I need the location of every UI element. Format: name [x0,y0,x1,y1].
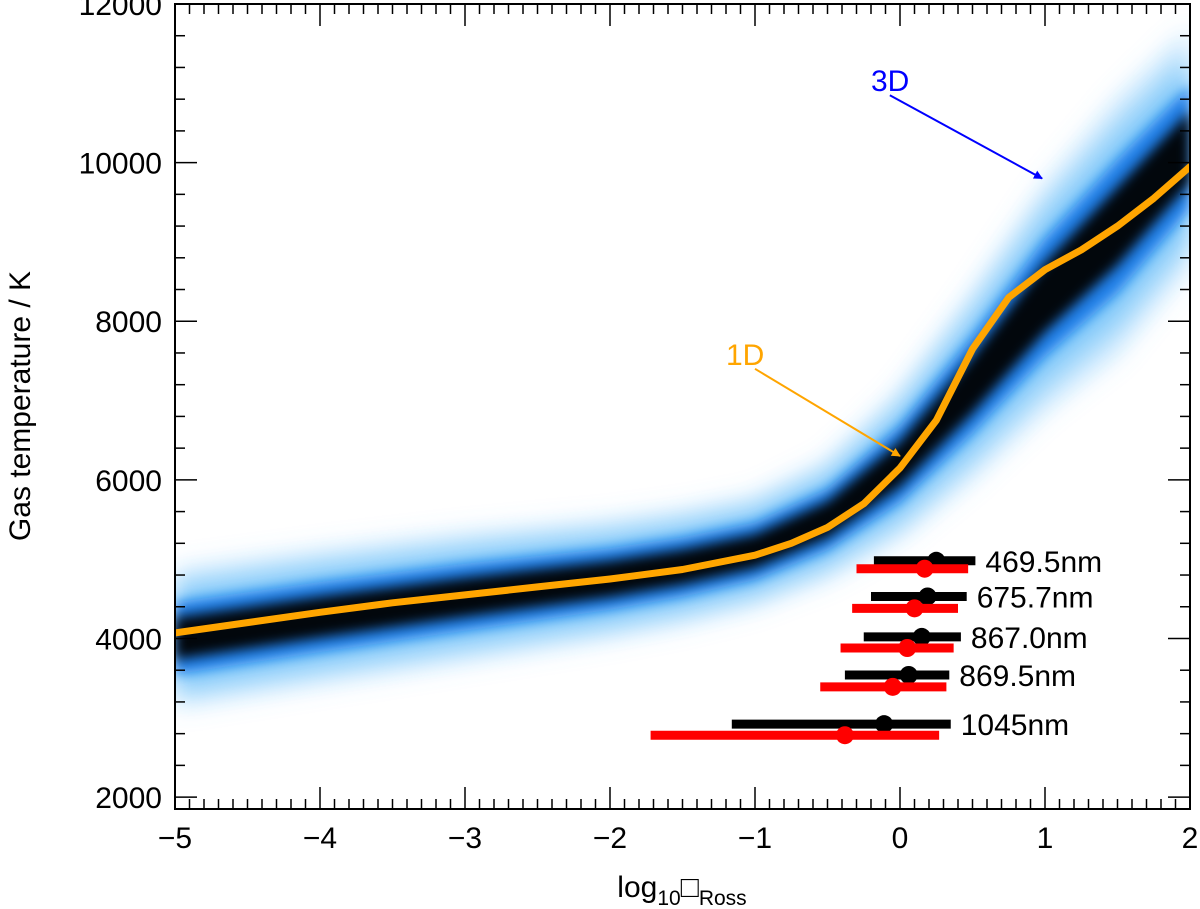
y-tick-label: 10000 [79,148,162,181]
series-lines [175,163,1190,637]
wavelength-label: 675.7nm [977,581,1094,614]
wavelength-label: 867.0nm [971,622,1088,655]
y-tick-label: 12000 [79,0,162,22]
x-axis-title-main: log [617,871,657,904]
annotation-arrow [889,94,1043,180]
error-point-black [918,587,937,606]
y-tick-label: 2000 [95,782,162,815]
x-tick-label: −3 [448,822,482,855]
x-axis-title-box: □ [681,871,700,904]
x-tick-label: −5 [158,822,192,855]
error-bar-group: 1045nm [650,709,1069,745]
error-point-red [835,726,854,745]
x-tick-label: −4 [303,822,337,855]
error-point-red [905,599,924,618]
wavelength-label: 869.5nm [959,660,1076,693]
wavelength-label: 469.5nm [985,546,1102,579]
wavelength-label: 1045nm [961,709,1069,742]
error-bar-group: 469.5nm [856,546,1102,579]
x-axis-title: log10□Ross [617,871,746,909]
error-point-black [912,627,931,646]
annotation-label: 3D [871,65,909,98]
x-axis-title-sub: 10 [657,887,680,909]
error-point-red [898,639,917,657]
x-tick-label: 2 [1182,822,1199,855]
x-tick-label: −2 [593,822,627,855]
series-line-1d [175,163,1190,637]
y-tick-label: 4000 [95,623,162,656]
error-bar-group: 867.0nm [840,622,1088,657]
error-point-black [875,715,894,734]
density-band-layer-3 [175,110,1190,660]
tick-labels: −5 −4 −3 −2 −1 0 1 2 2000 4000 6000 8000 10000 12000 [79,0,1199,855]
error-point-black [899,665,918,684]
y-axis-title: Gas temperature / K [4,271,37,541]
axis-ticks [174,3,1191,809]
annotation-arrow [754,367,901,457]
x-tick-label: −1 [738,822,772,855]
error-point-red [883,677,902,696]
error-bar-group: 675.7nm [852,581,1094,618]
annotations: 3D 1D [726,65,1043,457]
x-tick-label: 1 [1037,822,1054,855]
y-tick-label: 6000 [95,465,162,498]
x-tick-label: 0 [892,822,909,855]
annotation-label: 1D [726,339,764,372]
y-tick-label: 8000 [95,306,162,339]
x-axis-title-sub2: Ross [699,887,747,909]
error-bar-group: 869.5nm [820,660,1076,696]
density-band-layer-0 [175,27,1190,708]
error-point-red [915,559,934,578]
